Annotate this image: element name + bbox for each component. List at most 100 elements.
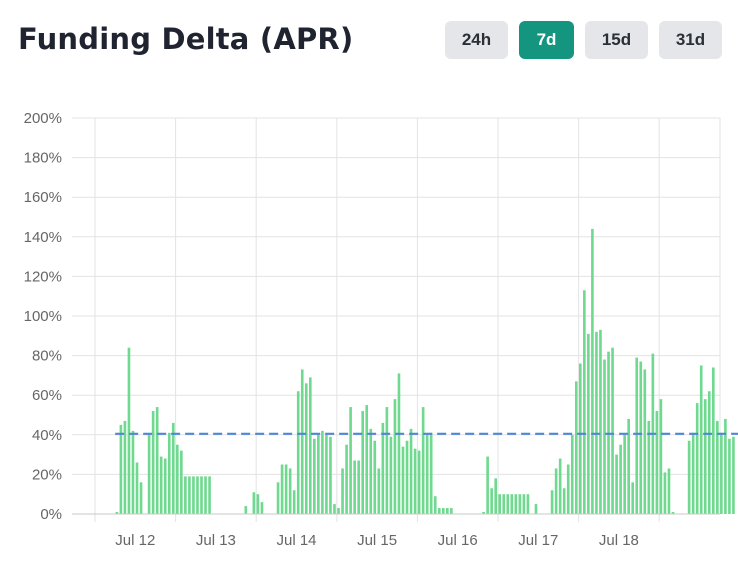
- chart-bar: [184, 476, 187, 514]
- y-tick-label: 160%: [24, 189, 62, 206]
- chart-bar: [192, 476, 195, 514]
- chart-bar: [671, 512, 675, 514]
- chart-bar: [353, 460, 356, 514]
- chart-bar: [377, 468, 381, 514]
- chart-bar: [151, 411, 155, 514]
- chart-bar: [256, 494, 260, 514]
- chart-axes: 0% 20% 40% 60% 80% 100% 120% 140% 160% 180% 200% Ju…: [24, 110, 720, 549]
- chart-bar: [188, 476, 191, 514]
- chart-bar: [163, 458, 167, 514]
- chart-bar: [401, 446, 405, 514]
- chart-bar: [421, 407, 425, 514]
- chart-bar: [296, 391, 300, 514]
- chart-bar: [405, 440, 409, 514]
- y-tick-label: 20%: [32, 466, 62, 483]
- chart-bar: [615, 454, 618, 514]
- chart-bar: [280, 464, 284, 514]
- chart-bar: [300, 369, 304, 514]
- chart-bar: [631, 482, 635, 514]
- x-tick-label: Jul 16: [438, 532, 478, 549]
- chart-bar: [155, 407, 159, 514]
- y-tick-label: 100%: [24, 308, 62, 325]
- chart-bar: [655, 411, 659, 514]
- chart-bar: [482, 512, 485, 514]
- chart-bar: [292, 490, 296, 514]
- chart-bar: [691, 432, 695, 514]
- chart-bar: [159, 456, 163, 514]
- x-tick-label: Jul 15: [357, 532, 397, 549]
- chart-bar: [526, 494, 530, 514]
- chart-bars: [115, 228, 735, 514]
- y-tick-label: 0%: [40, 506, 62, 523]
- chart-bar: [599, 329, 602, 514]
- chart-grid: [72, 117, 721, 522]
- chart-bar: [409, 428, 413, 514]
- chart-bar: [724, 418, 727, 514]
- chart-bar: [562, 488, 566, 514]
- chart-bar: [196, 476, 199, 514]
- chart-bar: [288, 468, 292, 514]
- chart-bar: [579, 363, 582, 514]
- chart-bar: [349, 407, 352, 514]
- chart-bar: [490, 488, 493, 514]
- chart-bar: [635, 357, 639, 514]
- chart-bar: [732, 436, 735, 514]
- chart-bar: [591, 228, 594, 514]
- chart-bar: [583, 290, 586, 514]
- chart-bar: [176, 444, 179, 514]
- chart-bar: [200, 476, 203, 514]
- chart-bar: [716, 420, 719, 514]
- chart-header: Funding Delta (APR) 24h 7d 15d 31d: [0, 0, 738, 90]
- x-tick-label: Jul 14: [276, 532, 316, 549]
- chart-bar: [139, 482, 143, 514]
- range-7d-button[interactable]: 7d: [519, 21, 574, 59]
- chart-bar: [131, 430, 135, 514]
- chart-bar: [304, 383, 308, 514]
- chart-bar: [514, 494, 518, 514]
- chart-bar: [486, 456, 489, 514]
- chart-bar: [554, 468, 558, 514]
- chart-bar: [260, 502, 264, 514]
- chart-bar: [611, 347, 614, 514]
- chart-bar: [570, 434, 574, 514]
- chart-bar: [437, 508, 441, 514]
- chart-bar: [389, 436, 393, 514]
- chart-bar: [341, 468, 344, 514]
- chart-bar: [574, 381, 578, 514]
- chart-bar: [429, 432, 433, 514]
- chart-bar: [417, 450, 421, 514]
- range-31d-button[interactable]: 31d: [659, 21, 722, 59]
- range-24h-button[interactable]: 24h: [445, 21, 508, 59]
- y-tick-label: 200%: [24, 110, 62, 127]
- page-title: Funding Delta (APR): [18, 22, 354, 56]
- chart-bar: [498, 494, 502, 514]
- chart-bar: [284, 464, 288, 514]
- chart-bar: [329, 436, 332, 514]
- chart-bar: [720, 432, 723, 514]
- chart-bar: [518, 494, 522, 514]
- range-15d-button[interactable]: 15d: [585, 21, 648, 59]
- chart-bar: [659, 399, 663, 514]
- x-tick-label: Jul 17: [518, 532, 558, 549]
- chart-bar: [450, 508, 453, 514]
- y-tick-label: 40%: [32, 427, 62, 444]
- y-tick-label: 120%: [24, 268, 62, 285]
- chart-bar: [446, 508, 449, 514]
- chart-bar: [381, 422, 385, 514]
- chart-bar: [433, 496, 437, 514]
- chart-bar: [393, 399, 397, 514]
- chart-bar: [167, 432, 171, 514]
- chart-bar: [728, 438, 731, 514]
- chart-bar: [413, 448, 417, 514]
- y-tick-label: 140%: [24, 229, 62, 246]
- chart-bar: [587, 333, 590, 514]
- chart-bar: [707, 391, 711, 514]
- y-tick-label: 60%: [32, 387, 62, 404]
- chart-bar: [337, 508, 340, 514]
- chart-bar: [550, 490, 554, 514]
- chart-bar: [647, 420, 651, 514]
- chart-bar: [345, 444, 348, 514]
- chart-bar: [663, 472, 667, 514]
- chart-bar: [276, 482, 280, 514]
- chart-bar: [385, 407, 389, 514]
